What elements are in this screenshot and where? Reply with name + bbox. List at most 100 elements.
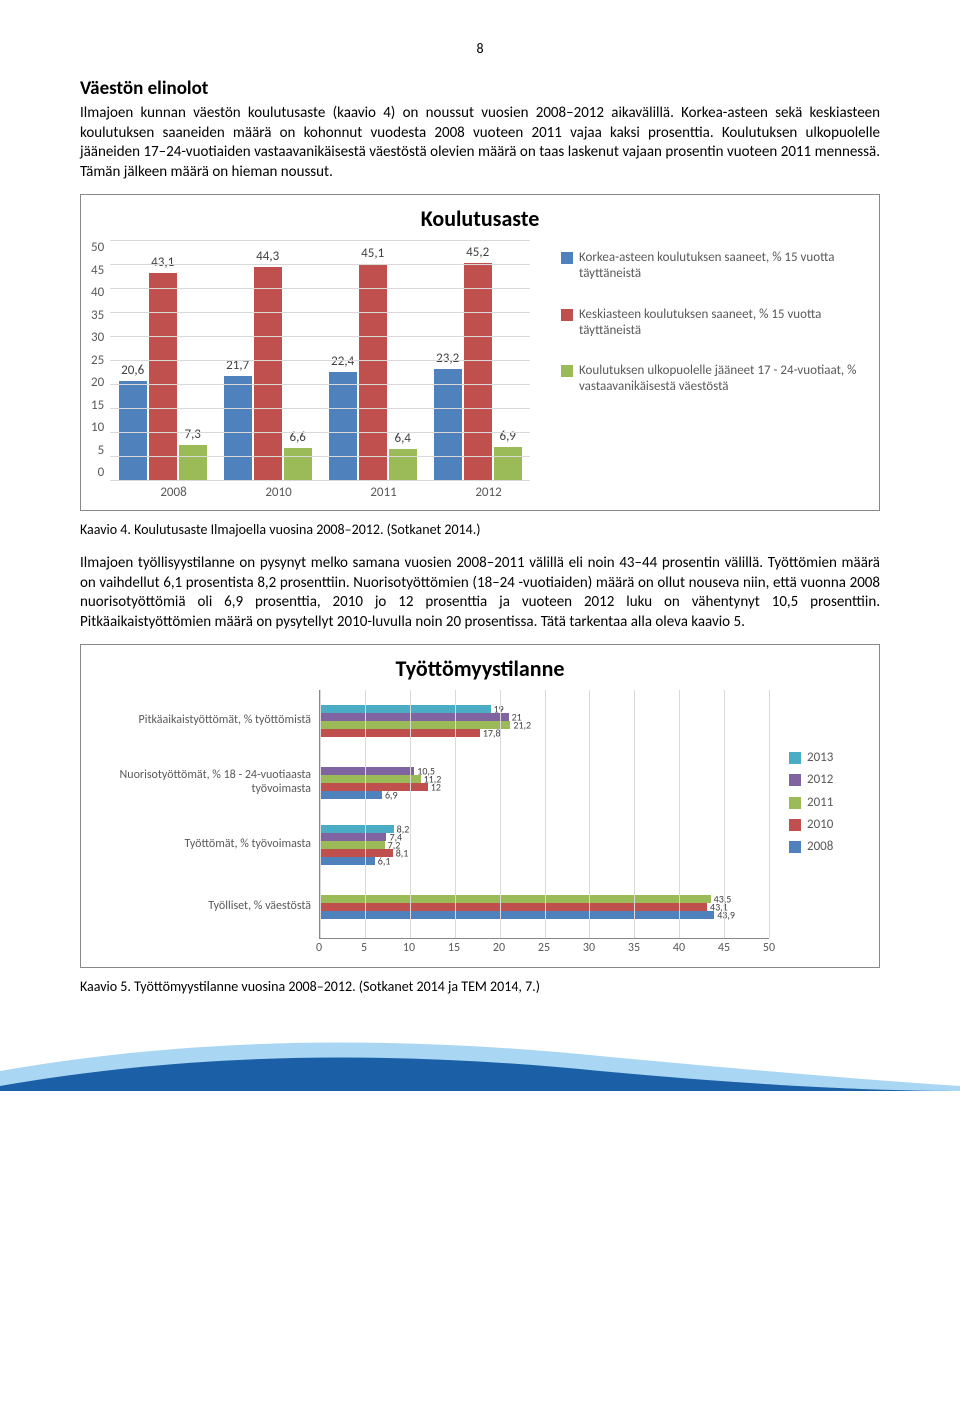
chart2-xtick: 45 (718, 941, 730, 955)
chart1-bar-label: 7,3 (184, 427, 200, 442)
chart2-legend-item: 2010 (789, 817, 869, 833)
chart2-xtick: 25 (538, 941, 550, 955)
chart2-xtick: 40 (673, 941, 685, 955)
chart2-category-label: Työttömät, % työvoimasta (91, 814, 311, 876)
chart2-bar: 19 (320, 705, 491, 713)
chart1-bar-label: 20,6 (121, 363, 144, 378)
chart2-bar: 6,9 (320, 791, 382, 799)
chart2-xtick: 20 (493, 941, 505, 955)
chart1-xlabels: 2008201020112012 (121, 481, 541, 500)
chart1-bar: 44,3 (254, 267, 282, 480)
chart1-bar: 45,2 (464, 263, 492, 480)
chart1-ytick: 15 (91, 398, 104, 413)
chart1-ytick: 5 (98, 443, 105, 458)
chart2-bar: 17,8 (320, 729, 480, 737)
chart2-legend-item: 2008 (789, 839, 869, 855)
chart2-bar: 6,1 (320, 857, 375, 865)
caption-2: Kaavio 5. Työttömyystilanne vuosina 2008… (80, 978, 880, 995)
chart1-ytick: 30 (91, 330, 104, 345)
chart1-bar-label: 45,2 (466, 245, 489, 260)
legend-swatch (789, 819, 801, 831)
chart1-ytick: 25 (91, 353, 104, 368)
chart1-xtick: 2012 (436, 481, 541, 500)
legend-swatch (561, 252, 573, 264)
chart1-xtick: 2008 (121, 481, 226, 500)
chart1-bar: 21,7 (224, 376, 252, 480)
paragraph-2: Ilmajoen työllisyystilanne on pysynyt me… (80, 554, 880, 632)
chart1-bar: 7,3 (179, 445, 207, 480)
chart1-bar-label: 23,2 (436, 351, 459, 366)
section-title: Väestön elinolot (80, 77, 880, 100)
legend-swatch (789, 797, 801, 809)
footer-wave (0, 1031, 960, 1091)
chart1-ytick: 20 (91, 375, 104, 390)
chart1-bar: 43,1 (149, 273, 177, 480)
chart2-bar: 7,4 (320, 833, 386, 841)
chart2-xlabels: 05101520253035404550 (319, 939, 769, 957)
chart2-area: 192121,217,810,511,2126,98,27,47,28,16,1… (319, 690, 769, 939)
chart2-legend-item: 2011 (789, 795, 869, 811)
chart2-xtick: 30 (583, 941, 595, 955)
legend-swatch (561, 365, 573, 377)
legend-swatch (561, 309, 573, 321)
chart1-bar: 6,6 (284, 448, 312, 480)
legend-label: 2008 (807, 839, 833, 855)
legend-label: 2010 (807, 817, 833, 833)
chart1-bar-label: 43,1 (151, 255, 174, 270)
chart-koulutusaste: Koulutusaste 50454035302520151050 20,643… (80, 194, 880, 511)
legend-swatch (789, 774, 801, 786)
chart1-bar: 20,6 (119, 381, 147, 480)
chart1-grid: 20,643,17,321,744,36,622,445,16,423,245,… (110, 240, 530, 481)
chart1-legend-item: Keskiasteen koulutuksen saaneet, % 15 vu… (561, 307, 869, 340)
chart2-bar-label: 8,1 (393, 847, 409, 860)
chart2-bar: 8,2 (320, 825, 394, 833)
chart2-xtick: 15 (448, 941, 460, 955)
chart2-category-label: Pitkäaikaistyöttömät, % työttömistä (91, 690, 311, 752)
chart1-ytick: 10 (91, 420, 104, 435)
chart2-bar-label: 17,8 (480, 727, 501, 740)
chart1-bar: 6,9 (494, 447, 522, 480)
chart2-bar-label: 21,2 (510, 719, 531, 732)
chart1-bar: 22,4 (329, 372, 357, 480)
legend-label: 2013 (807, 750, 833, 766)
chart1-legend-item: Koulutuksen ulkopuolelle jääneet 17 - 24… (561, 363, 869, 396)
chart1-bar-label: 45,1 (361, 246, 384, 261)
chart2-category-label: Nuorisotyöttömät, % 18 - 24-vuotiaasta t… (91, 752, 311, 814)
chart2-bar: 43,1 (320, 903, 707, 911)
caption-1: Kaavio 4. Koulutusaste Ilmajoella vuosin… (80, 521, 880, 538)
chart1-ytick: 40 (91, 285, 104, 300)
paragraph-1: Ilmajoen kunnan väestön koulutusaste (ka… (80, 104, 880, 182)
chart2-legend-item: 2013 (789, 750, 869, 766)
chart2-legend: 2013 2012 2011 2010 2008 (769, 690, 869, 957)
chart1-bar-label: 22,4 (331, 354, 354, 369)
legend-label: Koulutuksen ulkopuolelle jääneet 17 - 24… (579, 363, 869, 396)
chart2-bar: 7,2 (320, 841, 385, 849)
chart2-bar: 43,5 (320, 895, 711, 903)
legend-label: 2012 (807, 772, 833, 788)
chart1-bar-label: 44,3 (256, 249, 279, 264)
chart1-bar: 23,2 (434, 369, 462, 480)
chart1-bar: 6,4 (389, 449, 417, 480)
chart1-title: Koulutusaste (91, 205, 869, 232)
chart2-category-label: Työlliset, % väestöstä (91, 876, 311, 938)
legend-label: Korkea-asteen koulutuksen saaneet, % 15 … (579, 250, 869, 283)
chart2-bar-label: 12 (428, 781, 441, 794)
chart1-bar-label: 6,4 (394, 431, 410, 446)
chart2-bar: 12 (320, 783, 428, 791)
chart2-bar: 11,2 (320, 775, 421, 783)
chart1-bar: 45,1 (359, 264, 387, 480)
chart1-legend: Korkea-asteen koulutuksen saaneet, % 15 … (541, 240, 869, 500)
chart1-ytick: 0 (98, 465, 105, 480)
chart1-ytick: 45 (91, 263, 104, 278)
chart2-xtick: 35 (628, 941, 640, 955)
page-number: 8 (80, 40, 880, 57)
chart2-title: Työttömyystilanne (91, 655, 869, 682)
chart1-legend-item: Korkea-asteen koulutuksen saaneet, % 15 … (561, 250, 869, 283)
legend-swatch (789, 841, 801, 853)
chart1-ylabels: 50454035302520151050 (91, 240, 110, 480)
chart2-xtick: 50 (763, 941, 775, 955)
chart2-xtick: 10 (403, 941, 415, 955)
chart-tyottomyystilanne: Työttömyystilanne Pitkäaikaistyöttömät, … (80, 644, 880, 968)
chart2-bar: 21 (320, 713, 509, 721)
legend-label: 2011 (807, 795, 833, 811)
